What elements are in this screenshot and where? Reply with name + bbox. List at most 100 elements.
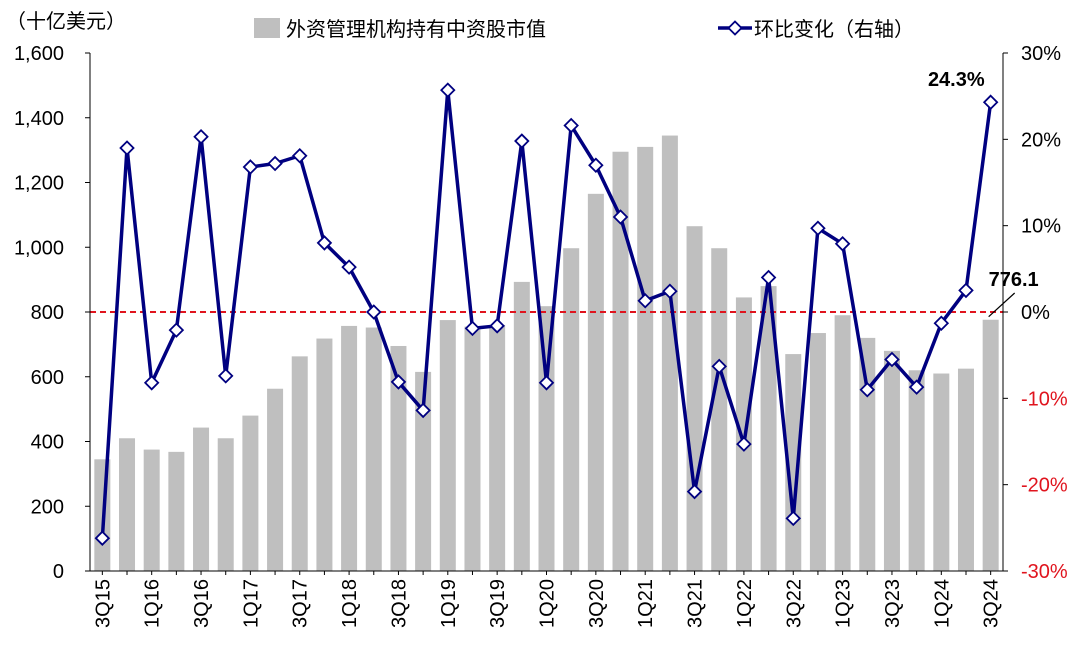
bar-1Q18 <box>341 325 358 571</box>
point-4Q18 <box>415 402 431 419</box>
point-2Q22 <box>760 269 777 286</box>
left-tick-label: 1,000 <box>14 237 64 259</box>
legend: 外资管理机构持有中资股市值 环比变化（右轴） <box>254 17 914 41</box>
bar-3Q17 <box>291 356 308 571</box>
x-tick-label: 1Q22 <box>734 579 756 628</box>
bar-4Q15 <box>119 438 136 571</box>
point-4Q16 <box>217 368 234 384</box>
bar-3Q24 <box>982 319 999 571</box>
point-1Q23 <box>834 236 851 252</box>
left-tick-label: 600 <box>31 367 64 389</box>
bar-1Q20 <box>538 306 555 571</box>
right-tick-label: 30% <box>1021 43 1061 65</box>
point-1Q18 <box>341 259 357 275</box>
point-2Q21 <box>662 283 678 300</box>
point-4Q21 <box>711 358 728 375</box>
right-tick-label: 20% <box>1021 129 1061 151</box>
left-axis-ticks: 0 200 400 600 800 1,000 1,200 1,400 1,600 <box>14 43 90 583</box>
left-tick-label: 800 <box>31 302 64 324</box>
point-4Q23 <box>908 379 925 395</box>
bar-1Q19 <box>439 320 456 571</box>
x-tick-label: 1Q16 <box>142 579 164 628</box>
left-tick-label: 0 <box>53 561 64 583</box>
x-tick-label: 1Q21 <box>635 579 657 628</box>
bar-4Q16 <box>217 438 234 571</box>
point-1Q19 <box>440 82 456 98</box>
point-2Q20 <box>563 117 579 134</box>
x-tick-label: 3Q18 <box>388 579 410 628</box>
point-1Q22 <box>736 436 752 452</box>
bar-series-holdings <box>94 135 999 572</box>
legend-label-bar: 外资管理机构持有中资股市值 <box>286 17 546 41</box>
x-tick-label: 3Q17 <box>290 579 312 628</box>
point-1Q21 <box>637 293 653 309</box>
right-tick-label: -30% <box>1021 561 1068 583</box>
bar-1Q21 <box>637 146 654 571</box>
bar-2Q24 <box>957 368 974 571</box>
x-axis-ticks: 3Q15 1Q16 3Q16 1Q17 3Q17 1Q18 3Q18 1Q19 3Q19 1Q20… <box>92 571 1003 628</box>
bar-1Q16 <box>143 449 160 571</box>
bar-2Q21 <box>661 135 678 571</box>
bar-1Q23 <box>834 315 851 571</box>
bar-3Q19 <box>489 324 506 571</box>
bar-3Q16 <box>193 427 210 571</box>
point-2Q19 <box>464 320 481 337</box>
left-tick-label: 200 <box>31 496 64 518</box>
x-tick-label: 3Q24 <box>981 579 1003 628</box>
x-tick-label: 1Q23 <box>833 579 855 628</box>
left-tick-label: 1,400 <box>14 108 64 130</box>
bar-2Q17 <box>267 388 284 571</box>
point-3Q24 <box>982 94 999 110</box>
point-1Q16 <box>143 375 160 391</box>
bar-1Q24 <box>933 373 950 571</box>
right-tick-label: -20% <box>1021 475 1068 497</box>
right-tick-label: 10% <box>1021 216 1061 238</box>
bar-4Q21 <box>711 248 728 571</box>
point-3Q22 <box>785 510 802 527</box>
bar-3Q21 <box>686 226 703 571</box>
annotations: 24.3% 776.1 <box>928 69 1039 318</box>
left-axis-unit-label: （十亿美元） <box>6 9 126 33</box>
point-4Q20 <box>612 209 629 225</box>
point-1Q24 <box>933 315 950 331</box>
legend-swatch-bar <box>254 18 280 38</box>
x-tick-label: 3Q21 <box>685 579 707 628</box>
x-tick-label: 1Q24 <box>931 579 953 628</box>
bar-2Q19 <box>464 326 481 571</box>
legend-label-line: 环比变化（右轴） <box>754 17 914 41</box>
right-tick-label: -10% <box>1021 388 1068 410</box>
bar-2Q18 <box>365 327 382 571</box>
bar-2Q20 <box>563 248 580 571</box>
right-axis-ticks: -30% -20% -10% 0% 10% 20% 30% <box>1003 43 1068 583</box>
bar-3Q23 <box>883 350 900 571</box>
left-tick-label: 400 <box>31 432 64 454</box>
legend-swatch-marker <box>727 20 743 36</box>
bar-4Q17 <box>316 338 333 571</box>
right-tick-label: 0% <box>1021 302 1050 324</box>
point-2Q23 <box>859 381 876 398</box>
point-3Q20 <box>588 157 604 174</box>
annotation-latest-qoq: 24.3% <box>928 69 985 91</box>
x-tick-label: 1Q20 <box>537 579 559 628</box>
annotation-leader-line <box>988 292 1016 318</box>
bar-3Q20 <box>587 193 604 571</box>
bar-2Q23 <box>859 337 876 571</box>
point-3Q18 <box>390 374 407 390</box>
bar-4Q18 <box>415 371 432 571</box>
x-tick-label: 1Q18 <box>339 579 361 628</box>
x-tick-label: 1Q17 <box>240 579 262 628</box>
point-3Q21 <box>686 483 703 500</box>
point-3Q16 <box>193 128 209 145</box>
bar-2Q22 <box>760 286 777 571</box>
bar-4Q22 <box>809 333 826 571</box>
point-1Q20 <box>538 375 555 391</box>
left-tick-label: 1,200 <box>14 173 64 195</box>
x-tick-label: 3Q20 <box>586 579 608 628</box>
bar-2Q16 <box>168 451 185 571</box>
point-3Q19 <box>489 318 505 334</box>
bar-4Q20 <box>612 151 629 572</box>
line-markers <box>94 82 999 546</box>
point-2Q17 <box>267 155 283 172</box>
